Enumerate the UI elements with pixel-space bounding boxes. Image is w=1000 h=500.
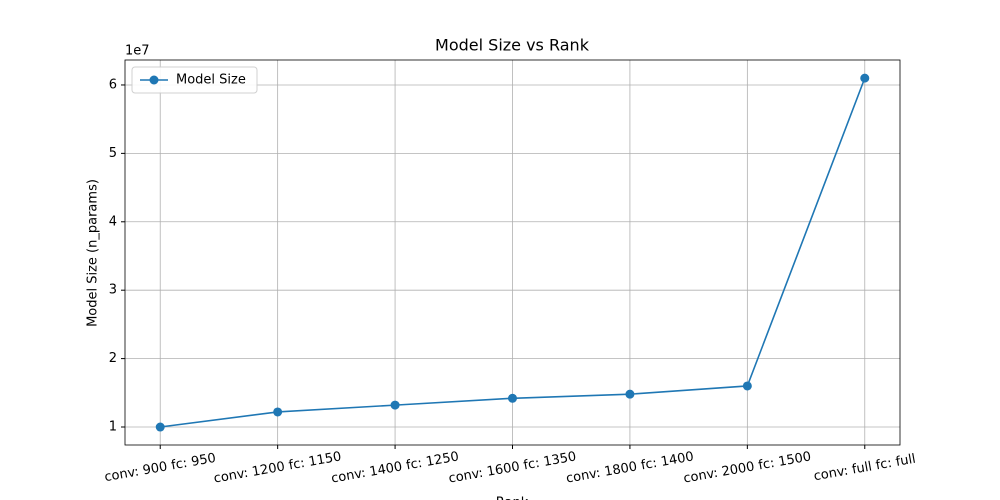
x-tick-label: conv: 1800 fc: 1400 — [565, 449, 695, 486]
legend-marker — [149, 75, 159, 85]
x-tick-label: conv: 900 fc: 950 — [103, 451, 217, 485]
point — [390, 400, 400, 410]
point — [273, 407, 283, 417]
y-offset-label: 1e7 — [125, 44, 150, 59]
plot-frame — [124, 59, 901, 446]
x-tick-label: conv: 1600 fc: 1350 — [447, 449, 577, 486]
chart-title: Model Size vs Rank — [435, 36, 590, 55]
y-tick-label: 1 — [109, 420, 117, 435]
x-axis-label: Rank — [496, 496, 529, 500]
point — [508, 393, 517, 403]
point — [155, 422, 165, 432]
y-tick-label: 4 — [109, 214, 117, 229]
y-tick-label: 3 — [109, 283, 117, 298]
x-tick-label: conv: full fc: full — [813, 452, 917, 485]
y-tick-label: 5 — [109, 146, 117, 161]
x-tick-label: conv: 2000 fc: 1500 — [682, 449, 812, 486]
point — [625, 389, 635, 399]
legend-label: Model Size — [176, 73, 246, 88]
point — [860, 73, 870, 83]
point — [742, 381, 752, 391]
y-axis-label: Model Size (n_params) — [86, 179, 101, 327]
y-tick-label: 2 — [109, 351, 117, 366]
y-tick-label: 6 — [109, 77, 117, 92]
legend-box — [131, 66, 258, 94]
x-tick-label: conv: 1200 fc: 1150 — [213, 449, 343, 486]
x-tick-label: conv: 1400 fc: 1250 — [330, 449, 460, 486]
